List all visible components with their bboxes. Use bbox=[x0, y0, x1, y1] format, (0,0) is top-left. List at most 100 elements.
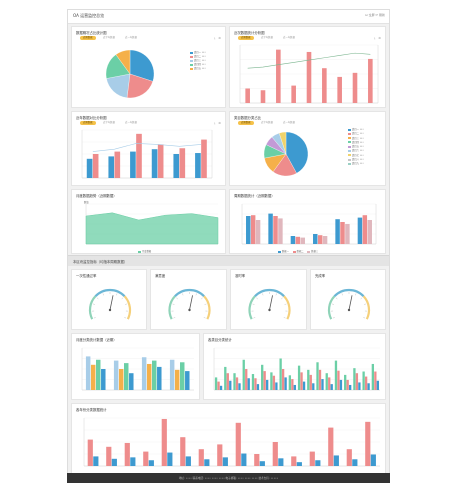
card-tools[interactable]: ⤓ ⚙ bbox=[214, 121, 222, 125]
bar bbox=[204, 459, 210, 466]
gauge-2 bbox=[168, 288, 211, 320]
gauge-title: 准时率 bbox=[235, 274, 246, 278]
trend-line bbox=[247, 52, 371, 69]
bar bbox=[90, 364, 96, 390]
bar bbox=[254, 378, 257, 390]
area-fill bbox=[85, 212, 219, 245]
gauge-title: 一次性通过率 bbox=[76, 274, 97, 278]
gauge-arc bbox=[174, 288, 205, 298]
bar bbox=[328, 377, 331, 390]
tab-halfyear[interactable]: 近半年数据 bbox=[103, 36, 115, 39]
bar bbox=[335, 219, 340, 244]
tab-halfyear[interactable]: 近半年数据 bbox=[261, 36, 273, 39]
header-actions[interactable]: ⊡ 全屏 ⟳ 刷新 bbox=[365, 13, 385, 17]
gauge-tick bbox=[364, 303, 366, 305]
bar bbox=[291, 379, 294, 390]
bar bbox=[270, 372, 273, 390]
gauge-title: 完成率 bbox=[315, 274, 326, 278]
bar bbox=[272, 375, 276, 390]
bottom-bar-chart bbox=[83, 417, 380, 467]
gauge-card-2: 满意度 bbox=[150, 269, 227, 330]
bar bbox=[157, 366, 162, 390]
bar bbox=[371, 363, 375, 390]
card-tools[interactable]: ⤓ ⚙ bbox=[374, 36, 382, 40]
bar bbox=[141, 357, 147, 390]
tab-recent[interactable]: 近期数据 bbox=[80, 36, 96, 40]
card-title: 月度分类统计数据（近期） bbox=[76, 338, 117, 342]
grouped-bar-chart bbox=[241, 203, 377, 245]
bar bbox=[87, 439, 93, 466]
footer-text: 地址: •••• 联系电话: •••• •••• •••• 电子邮箱: ••••… bbox=[178, 477, 279, 480]
legend-item: 类目五 ••• bbox=[348, 145, 364, 149]
bar bbox=[344, 374, 347, 390]
bar bbox=[180, 437, 186, 466]
grouped-bar-chart-2 bbox=[213, 347, 380, 391]
bar bbox=[312, 383, 315, 390]
bar bbox=[346, 379, 349, 390]
bar-line-chart-2 bbox=[81, 129, 213, 179]
y-axis-label: 数值 bbox=[84, 201, 89, 204]
legend-item: 类目四 ••• bbox=[190, 63, 206, 67]
gauge-card-1: 一次性通过率 bbox=[71, 269, 147, 330]
bar bbox=[235, 377, 239, 390]
bar bbox=[337, 370, 340, 390]
bar bbox=[255, 220, 261, 244]
bar bbox=[254, 454, 260, 466]
legend-item: 类目七 ••• bbox=[348, 154, 364, 158]
section-header: 本区块监控指标（均指本周期数据） bbox=[68, 255, 389, 266]
bar bbox=[180, 362, 185, 390]
tab-year[interactable]: 近一年数据 bbox=[125, 121, 137, 124]
bar bbox=[296, 462, 302, 466]
card-title: 月度数据趋势（近期数据） bbox=[76, 194, 117, 198]
bar bbox=[151, 149, 158, 178]
bar bbox=[86, 158, 93, 178]
bar bbox=[364, 376, 368, 390]
tab-halfyear[interactable]: 近半年数据 bbox=[103, 121, 115, 124]
bar bbox=[222, 457, 228, 466]
gauge-tick bbox=[102, 293, 104, 296]
bar bbox=[293, 384, 296, 390]
gauge-tick bbox=[93, 317, 96, 319]
tab-year[interactable]: 近一年数据 bbox=[283, 36, 295, 39]
bar bbox=[278, 218, 283, 244]
gauge-tick bbox=[195, 293, 197, 296]
bar bbox=[169, 359, 175, 390]
tab-recent[interactable]: 近期数据 bbox=[238, 36, 254, 40]
gauge-needle bbox=[348, 295, 353, 311]
bar bbox=[235, 422, 241, 466]
gauge-tick bbox=[341, 293, 343, 296]
card-area-trend: 月度数据趋势（近期数据） 数值 月度数据 bbox=[71, 189, 226, 254]
gauge-arc bbox=[248, 295, 256, 320]
tab-year[interactable]: 近一年数据 bbox=[125, 36, 137, 39]
legend-item: 类目二 ••• bbox=[348, 132, 364, 136]
bar bbox=[92, 154, 99, 178]
bar bbox=[315, 460, 321, 466]
tab-year[interactable]: 近一年数据 bbox=[283, 121, 295, 124]
pie-chart-2 bbox=[263, 131, 309, 177]
bar bbox=[349, 384, 352, 390]
bar bbox=[179, 148, 186, 178]
card-tools[interactable]: ⤓ ⚙ bbox=[214, 36, 222, 40]
card-title: 数据概况占比统计图 bbox=[76, 31, 107, 35]
tab-halfyear[interactable]: 近半年数据 bbox=[261, 121, 273, 124]
dashboard: OA 运营监控总览 ⊡ 全屏 ⟳ 刷新 数据概况占比统计图 近期数据 近半年数据… bbox=[67, 9, 390, 483]
gauge-arc bbox=[168, 295, 176, 320]
gauge-tick bbox=[201, 297, 203, 300]
tab-recent[interactable]: 近期数据 bbox=[238, 121, 254, 125]
bar bbox=[242, 359, 245, 390]
gauge-arc bbox=[254, 288, 285, 298]
tab-recent[interactable]: 近期数据 bbox=[80, 121, 96, 125]
gauge-tick bbox=[281, 297, 283, 300]
bar bbox=[367, 383, 370, 390]
bar bbox=[309, 451, 315, 466]
gauge-arc bbox=[88, 295, 97, 320]
card-title: 近况数据统计分析图 bbox=[234, 31, 265, 35]
gauge-arc bbox=[327, 295, 336, 320]
legend-item: 类目一 ••• bbox=[348, 128, 364, 132]
bar bbox=[185, 371, 190, 390]
gauge-tick bbox=[173, 317, 176, 319]
pie1-legend: 类目一 ••• 类目二 ••• 类目三 ••• 类目四 ••• 类目五 ••• bbox=[190, 51, 206, 71]
gauge-1 bbox=[88, 288, 132, 320]
bar bbox=[259, 461, 265, 466]
gauge-tick bbox=[275, 293, 277, 296]
